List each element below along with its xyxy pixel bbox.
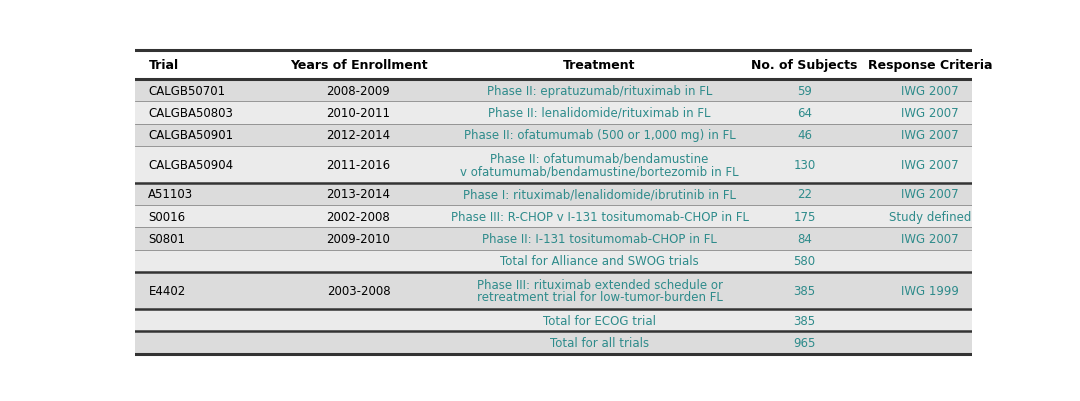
Text: 175: 175 xyxy=(794,210,815,223)
Bar xyxy=(135,102,972,124)
Text: retreatment trial for low-tumor-burden FL: retreatment trial for low-tumor-burden F… xyxy=(476,291,723,304)
Text: IWG 2007: IWG 2007 xyxy=(902,84,959,97)
Text: CALGBA50901: CALGBA50901 xyxy=(148,129,233,142)
Text: IWG 1999: IWG 1999 xyxy=(901,284,959,297)
Text: Total for all trials: Total for all trials xyxy=(550,336,649,349)
Text: IWG 2007: IWG 2007 xyxy=(902,188,959,201)
Text: No. of Subjects: No. of Subjects xyxy=(752,59,858,72)
Bar xyxy=(135,228,972,250)
Bar xyxy=(135,51,972,80)
Text: IWG 2007: IWG 2007 xyxy=(902,107,959,119)
Text: IWG 2007: IWG 2007 xyxy=(902,158,959,171)
Text: A51103: A51103 xyxy=(148,188,193,201)
Text: 2012-2014: 2012-2014 xyxy=(326,129,391,142)
Text: 965: 965 xyxy=(794,336,815,349)
Text: 64: 64 xyxy=(797,107,812,119)
Text: Treatment: Treatment xyxy=(564,59,636,72)
Text: Total for ECOG trial: Total for ECOG trial xyxy=(543,314,656,327)
Text: 2003-2008: 2003-2008 xyxy=(326,284,390,297)
Text: 130: 130 xyxy=(794,158,815,171)
Bar xyxy=(135,250,972,273)
Bar xyxy=(135,332,972,354)
Text: 385: 385 xyxy=(794,314,815,327)
Text: 22: 22 xyxy=(797,188,812,201)
Text: IWG 2007: IWG 2007 xyxy=(902,233,959,245)
Text: CALGB50701: CALGB50701 xyxy=(148,84,226,97)
Text: 2008-2009: 2008-2009 xyxy=(326,84,390,97)
Text: 2011-2016: 2011-2016 xyxy=(326,158,391,171)
Text: 2010-2011: 2010-2011 xyxy=(326,107,391,119)
Text: Phase II: I-131 tositumomab-CHOP in FL: Phase II: I-131 tositumomab-CHOP in FL xyxy=(482,233,717,245)
Bar xyxy=(135,183,972,206)
Text: 84: 84 xyxy=(797,233,812,245)
Text: 2009-2010: 2009-2010 xyxy=(326,233,390,245)
Text: IWG 2007: IWG 2007 xyxy=(902,129,959,142)
Text: 580: 580 xyxy=(794,255,815,268)
Text: E4402: E4402 xyxy=(148,284,186,297)
Text: v ofatumumab/bendamustine/bortezomib in FL: v ofatumumab/bendamustine/bortezomib in … xyxy=(460,165,739,178)
Text: Phase I: rituximab/lenalidomide/ibrutinib in FL: Phase I: rituximab/lenalidomide/ibrutini… xyxy=(463,188,737,201)
Text: Phase III: rituximab extended schedule or: Phase III: rituximab extended schedule o… xyxy=(476,278,723,291)
Text: Study defined: Study defined xyxy=(889,210,971,223)
Text: Trial: Trial xyxy=(149,59,179,72)
Text: Phase III: R-CHOP v I-131 tositumomab-CHOP in FL: Phase III: R-CHOP v I-131 tositumomab-CH… xyxy=(450,210,748,223)
Text: S0016: S0016 xyxy=(148,210,186,223)
Text: Years of Enrollment: Years of Enrollment xyxy=(289,59,428,72)
Text: Phase II: ofatumumab/bendamustine: Phase II: ofatumumab/bendamustine xyxy=(490,152,708,165)
Text: Total for Alliance and SWOG trials: Total for Alliance and SWOG trials xyxy=(500,255,699,268)
Bar xyxy=(135,206,972,228)
Text: 59: 59 xyxy=(797,84,812,97)
Bar xyxy=(135,80,972,102)
Text: Response Criteria: Response Criteria xyxy=(868,59,993,72)
Text: 385: 385 xyxy=(794,284,815,297)
Text: CALGBA50904: CALGBA50904 xyxy=(148,158,233,171)
Bar xyxy=(135,124,972,147)
Text: 46: 46 xyxy=(797,129,812,142)
Text: Phase II: epratuzumab/rituximab in FL: Phase II: epratuzumab/rituximab in FL xyxy=(487,84,712,97)
Text: 2002-2008: 2002-2008 xyxy=(326,210,390,223)
Text: S0801: S0801 xyxy=(148,233,186,245)
Bar xyxy=(135,309,972,332)
Text: CALGBA50803: CALGBA50803 xyxy=(148,107,233,119)
Text: Phase II: lenalidomide/rituximab in FL: Phase II: lenalidomide/rituximab in FL xyxy=(488,107,711,119)
Bar xyxy=(135,147,972,183)
Text: 2013-2014: 2013-2014 xyxy=(326,188,391,201)
Text: Phase II: ofatumumab (500 or 1,000 mg) in FL: Phase II: ofatumumab (500 or 1,000 mg) i… xyxy=(463,129,735,142)
Bar xyxy=(135,273,972,309)
